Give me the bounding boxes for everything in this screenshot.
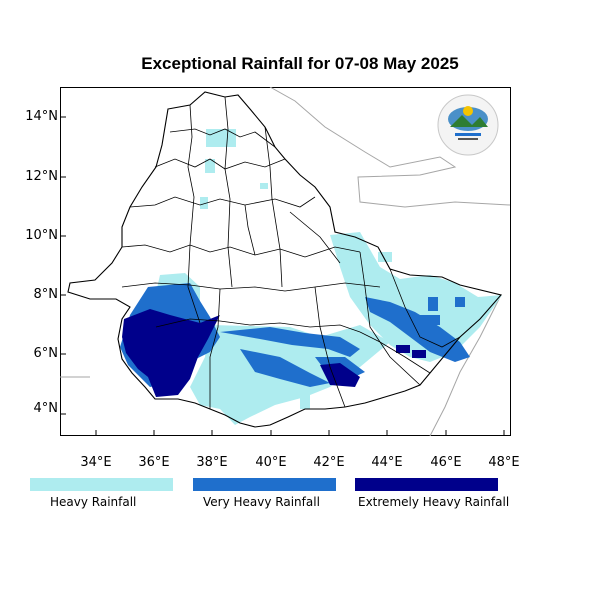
meteorology-institute-logo-icon xyxy=(437,94,499,156)
legend-label-heavy: Heavy Rainfall xyxy=(50,495,137,509)
rainfall-extremely-heavy xyxy=(122,309,426,397)
x-tick-40e: 40°E xyxy=(255,455,287,470)
legend-swatch-very-heavy xyxy=(193,478,336,491)
x-tick-42e: 42°E xyxy=(313,455,345,470)
x-tick-36e: 36°E xyxy=(138,455,170,470)
y-tick-10n: 10°N xyxy=(25,228,58,243)
legend-label-extremely-heavy: Extremely Heavy Rainfall xyxy=(358,495,510,509)
y-tick-4n: 4°N xyxy=(33,401,59,416)
chart-title: Exceptional Rainfall for 07-08 May 2025 xyxy=(141,54,459,73)
legend-swatch-extremely-heavy xyxy=(355,478,498,491)
y-tick-6n: 6°N xyxy=(33,346,59,361)
y-tick-12n: 12°N xyxy=(25,169,58,184)
x-tick-34e: 34°E xyxy=(80,455,112,470)
legend-label-very-heavy: Very Heavy Rainfall xyxy=(203,495,320,509)
x-tick-46e: 46°E xyxy=(430,455,462,470)
map-panel xyxy=(60,87,511,436)
axis-ticks xyxy=(60,116,505,436)
region-boundaries xyxy=(121,96,461,409)
y-tick-8n: 8°N xyxy=(33,287,59,302)
y-tick-14n: 14°N xyxy=(25,109,58,124)
ethiopia-border xyxy=(67,91,503,428)
x-tick-38e: 38°E xyxy=(196,455,228,470)
x-tick-48e: 48°E xyxy=(488,455,520,470)
neighbor-borders xyxy=(60,87,511,436)
x-tick-44e: 44°E xyxy=(371,455,403,470)
legend-swatch-heavy xyxy=(30,478,173,491)
